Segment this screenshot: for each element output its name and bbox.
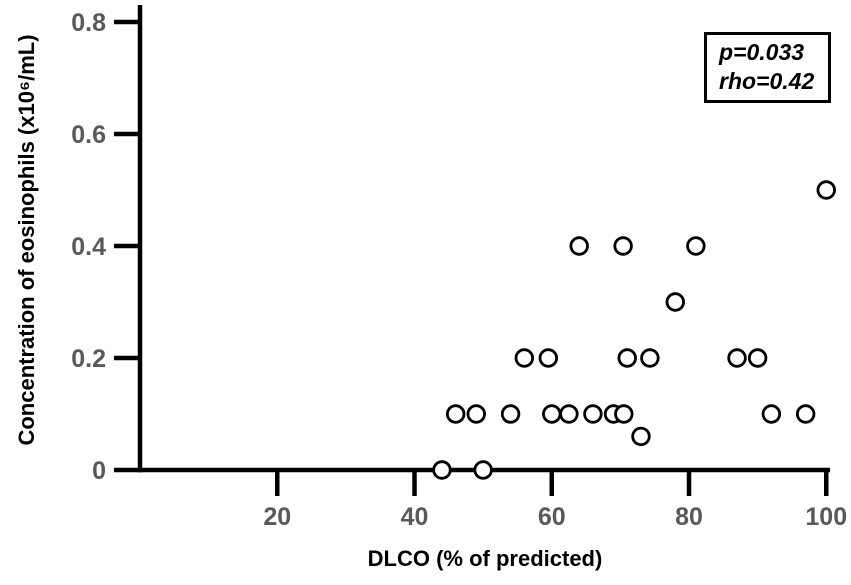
data-point [761,404,782,424]
y-tick-label: 0.8 [71,9,106,37]
data-point [466,404,486,424]
x-tick-label: 80 [675,503,703,531]
data-point [613,236,633,256]
data-point [583,404,603,424]
data-point [795,404,816,424]
data-point [614,404,634,424]
data-point [747,348,768,368]
data-point [631,426,651,447]
data-point [500,404,521,424]
x-axis-label: DLCO (% of predicted) [367,546,603,571]
x-tick-label: 40 [401,503,429,531]
rho-value-text: rho=0.42 [719,68,815,94]
data-point [445,404,466,424]
data-point [432,460,452,480]
data-point [617,348,637,368]
data-point [816,180,836,200]
data-point [538,348,559,368]
x-tick-label: 20 [263,503,291,531]
p-value-text: p=0.033 [719,39,805,65]
stats-annotation-box: p=0.033 rho=0.42 [704,32,832,103]
data-point [514,348,535,368]
data-point [542,404,562,424]
x-tick-label: 100 [805,503,847,531]
data-point [473,460,493,480]
data-point [665,292,685,312]
data-point [686,236,706,256]
data-point [727,348,747,368]
y-tick-label: 0.4 [71,233,106,261]
data-point [559,404,579,424]
y-tick-label: 0.6 [71,121,106,149]
data-point [569,236,589,256]
y-axis-label: Concentration of eosinophils (x10⁶/mL) [14,34,39,446]
y-tick-label: 0.2 [71,345,106,373]
data-point [640,348,660,368]
y-tick-label: 0 [92,457,106,485]
x-tick-label: 60 [538,503,566,531]
